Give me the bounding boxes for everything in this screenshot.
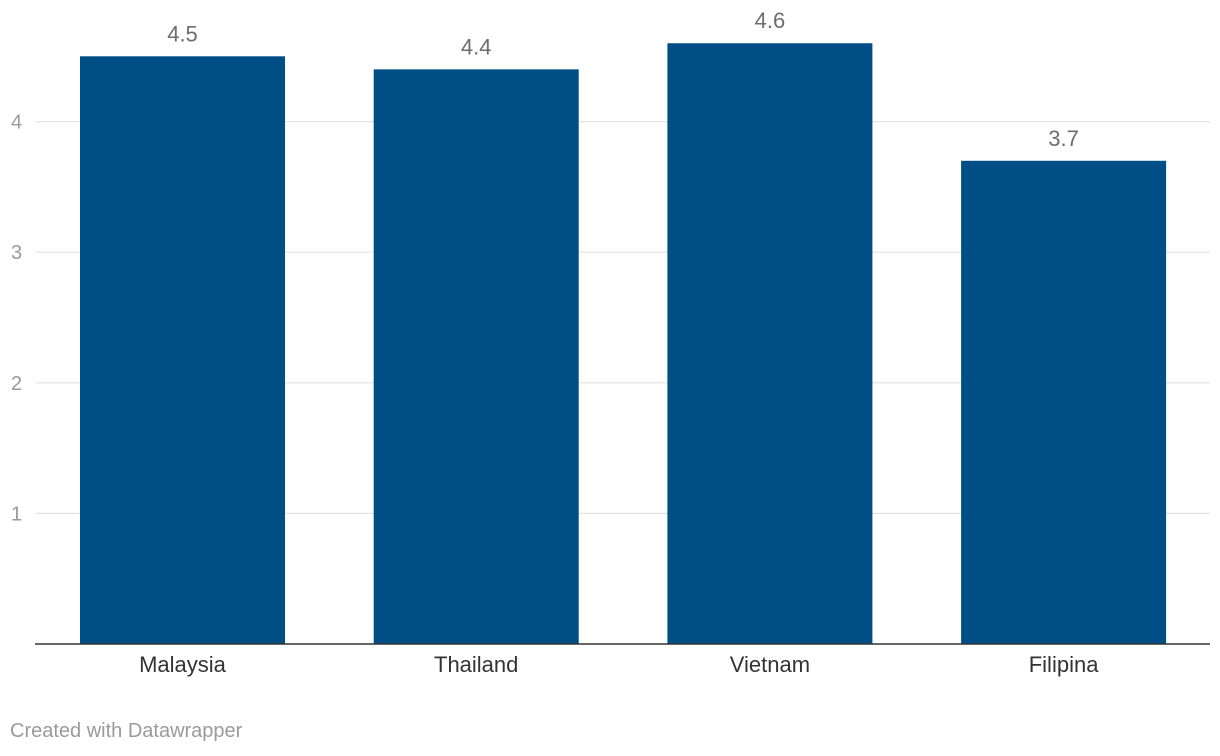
y-tick-label: 3 bbox=[11, 242, 22, 264]
x-category-label: Filipina bbox=[1029, 652, 1099, 677]
y-tick-label: 2 bbox=[11, 373, 22, 395]
bars bbox=[80, 43, 1167, 645]
x-category-label: Thailand bbox=[434, 652, 518, 677]
y-tick-label: 4 bbox=[11, 112, 22, 134]
y-axis-ticks: 1 2 3 4 bbox=[11, 112, 22, 526]
bar-vietnam bbox=[667, 43, 873, 645]
value-label: 4.4 bbox=[461, 34, 492, 59]
value-labels: 4.5 4.4 4.6 3.7 bbox=[167, 8, 1079, 151]
x-category-label: Vietnam bbox=[730, 652, 810, 677]
x-category-label: Malaysia bbox=[139, 652, 227, 677]
bar-thailand bbox=[373, 69, 579, 645]
bar-malaysia bbox=[80, 56, 285, 645]
y-tick-label: 1 bbox=[11, 503, 22, 525]
value-label: 4.6 bbox=[755, 8, 786, 33]
datawrapper-credit: Created with Datawrapper bbox=[10, 720, 243, 742]
value-label: 3.7 bbox=[1048, 126, 1079, 151]
value-label: 4.5 bbox=[167, 21, 198, 46]
x-axis-labels: Malaysia Thailand Vietnam Filipina bbox=[139, 652, 1099, 677]
bar-filipina bbox=[961, 160, 1167, 644]
bar-chart: 1 2 3 4 4.5 4.4 4.6 3.7 Malaysia Thailand Vietna… bbox=[11, 8, 1210, 677]
